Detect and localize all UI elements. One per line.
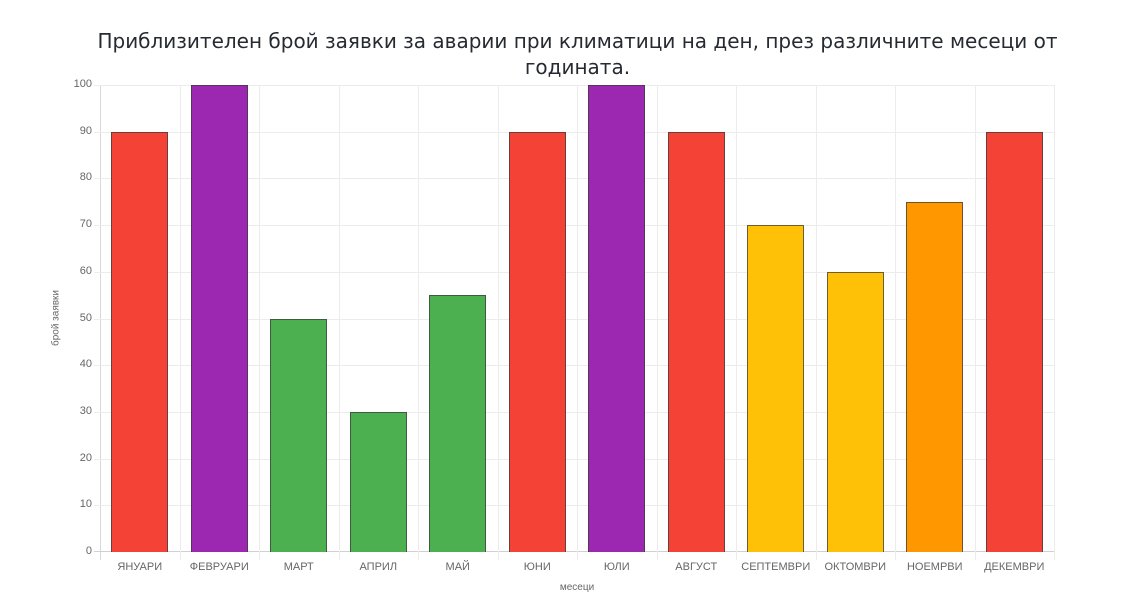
gridline-horizontal bbox=[94, 318, 1054, 320]
gridline-horizontal bbox=[94, 131, 1054, 133]
gridline-horizontal bbox=[94, 365, 1054, 367]
x-tick-label: ДЕКЕМВРИ bbox=[984, 561, 1045, 573]
y-axis-line bbox=[100, 85, 101, 560]
x-tick-label: АПРИЛ bbox=[359, 561, 398, 573]
gridline-vertical bbox=[895, 85, 896, 560]
y-tick-label: 10 bbox=[79, 498, 92, 511]
y-tick-label: 20 bbox=[79, 451, 92, 464]
bar-8[interactable] bbox=[667, 131, 725, 552]
x-tick-label: ЮНИ bbox=[523, 561, 551, 573]
bar-12[interactable] bbox=[985, 131, 1043, 552]
x-tick-label: ЮЛИ bbox=[603, 561, 630, 573]
x-tick-label: СЕПТЕМВРИ bbox=[741, 561, 811, 573]
bar-4[interactable] bbox=[349, 411, 407, 552]
x-tick-label: МАРТ bbox=[283, 561, 314, 573]
chart-title-line-1: Приблизителен брой заявки за аварии при … bbox=[97, 29, 1058, 53]
bar-11[interactable] bbox=[906, 201, 964, 552]
y-tick-label: 30 bbox=[79, 404, 92, 417]
bar-7[interactable] bbox=[588, 85, 646, 552]
x-axis-label: месеци bbox=[559, 582, 595, 593]
gridline-vertical bbox=[418, 85, 419, 560]
chart-title-line-2: годината. bbox=[524, 55, 631, 79]
gridline-vertical bbox=[339, 85, 340, 560]
gridline-vertical bbox=[816, 85, 817, 560]
bar-6[interactable] bbox=[508, 131, 566, 552]
gridline-horizontal bbox=[94, 225, 1054, 227]
plot-area bbox=[94, 85, 1055, 560]
x-tick-label: НОЕМРВИ bbox=[906, 561, 963, 573]
x-tick-label: ОКТОМВРИ bbox=[824, 561, 887, 573]
bar-10[interactable] bbox=[826, 271, 884, 552]
gridline-vertical bbox=[1054, 85, 1055, 560]
x-tick-label: АВГУСТ bbox=[675, 561, 718, 573]
y-tick-label: 0 bbox=[85, 545, 92, 557]
gridline-vertical bbox=[259, 85, 260, 560]
x-tick-label: ЯНУАРИ bbox=[117, 561, 163, 573]
gridline-vertical bbox=[577, 85, 578, 560]
gridline-horizontal bbox=[94, 178, 1054, 180]
gridline-horizontal bbox=[94, 271, 1054, 273]
y-axis-label: брой заявки bbox=[50, 289, 62, 347]
bar-3[interactable] bbox=[270, 318, 328, 552]
y-tick-label: 50 bbox=[79, 311, 92, 324]
y-tick-label: 40 bbox=[79, 358, 92, 371]
bar-5[interactable] bbox=[429, 295, 487, 552]
bar-2[interactable] bbox=[190, 85, 248, 552]
gridline-horizontal bbox=[94, 411, 1054, 413]
x-tick-label: ФЕВРУАРИ bbox=[189, 561, 249, 573]
gridline-vertical bbox=[975, 85, 976, 560]
y-tick-label: 80 bbox=[79, 171, 92, 184]
gridline-vertical bbox=[498, 85, 499, 560]
y-tick-label: 60 bbox=[79, 264, 92, 277]
gridline-horizontal bbox=[94, 85, 1054, 86]
y-tick-label: 90 bbox=[79, 124, 92, 137]
chart-title: Приблизителен брой заявки за аварии при … bbox=[60, 28, 1095, 80]
y-tick-label: 100 bbox=[73, 78, 92, 90]
gridline-horizontal bbox=[94, 505, 1054, 507]
bar-1[interactable] bbox=[111, 131, 169, 552]
gridline-vertical bbox=[180, 85, 181, 560]
x-axis-line bbox=[94, 551, 1054, 552]
x-tick-label: МАЙ bbox=[445, 561, 470, 573]
gridline-vertical bbox=[736, 85, 737, 560]
y-tick-label: 70 bbox=[79, 218, 92, 231]
gridline-vertical bbox=[657, 85, 658, 560]
gridline-horizontal bbox=[94, 458, 1054, 460]
bar-9[interactable] bbox=[747, 225, 805, 552]
